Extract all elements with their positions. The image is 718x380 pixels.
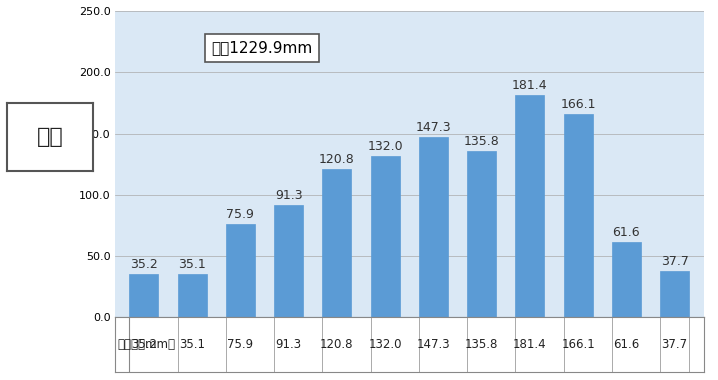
Bar bbox=[467, 151, 496, 317]
Text: 61.6: 61.6 bbox=[612, 226, 640, 239]
Text: 35.2: 35.2 bbox=[130, 258, 158, 271]
Bar bbox=[177, 274, 207, 317]
Text: 147.3: 147.3 bbox=[416, 121, 451, 134]
Text: 132.0: 132.0 bbox=[368, 338, 402, 351]
Text: 120.8: 120.8 bbox=[319, 153, 355, 166]
Text: 135.8: 135.8 bbox=[464, 135, 500, 148]
Bar bbox=[274, 205, 303, 317]
Bar bbox=[226, 224, 255, 317]
Text: 37.7: 37.7 bbox=[661, 255, 689, 268]
Text: 166.1: 166.1 bbox=[561, 98, 596, 111]
Text: 降水量（mm）: 降水量（mm） bbox=[117, 338, 175, 351]
Bar bbox=[612, 242, 641, 317]
Text: 91.3: 91.3 bbox=[275, 189, 302, 202]
Bar bbox=[661, 271, 689, 317]
Text: 132.0: 132.0 bbox=[368, 139, 403, 152]
Text: 181.4: 181.4 bbox=[513, 338, 546, 351]
Text: 35.1: 35.1 bbox=[178, 258, 206, 271]
Text: 古河: 古河 bbox=[37, 127, 64, 147]
Bar bbox=[419, 137, 448, 317]
Text: 35.2: 35.2 bbox=[131, 338, 157, 351]
Text: 147.3: 147.3 bbox=[416, 338, 450, 351]
Text: 75.9: 75.9 bbox=[226, 208, 254, 221]
Text: 135.8: 135.8 bbox=[465, 338, 498, 351]
Bar bbox=[516, 95, 544, 317]
Bar bbox=[322, 169, 351, 317]
Text: 61.6: 61.6 bbox=[613, 338, 640, 351]
Text: 年間1229.9mm: 年間1229.9mm bbox=[211, 41, 313, 55]
Text: 35.1: 35.1 bbox=[179, 338, 205, 351]
Text: 120.8: 120.8 bbox=[320, 338, 354, 351]
Bar bbox=[564, 114, 592, 317]
Bar bbox=[370, 155, 400, 317]
Text: 181.4: 181.4 bbox=[512, 79, 548, 92]
Text: 75.9: 75.9 bbox=[228, 338, 253, 351]
Text: 166.1: 166.1 bbox=[561, 338, 595, 351]
Text: 91.3: 91.3 bbox=[276, 338, 302, 351]
Bar bbox=[129, 274, 158, 317]
Text: 37.7: 37.7 bbox=[661, 338, 688, 351]
